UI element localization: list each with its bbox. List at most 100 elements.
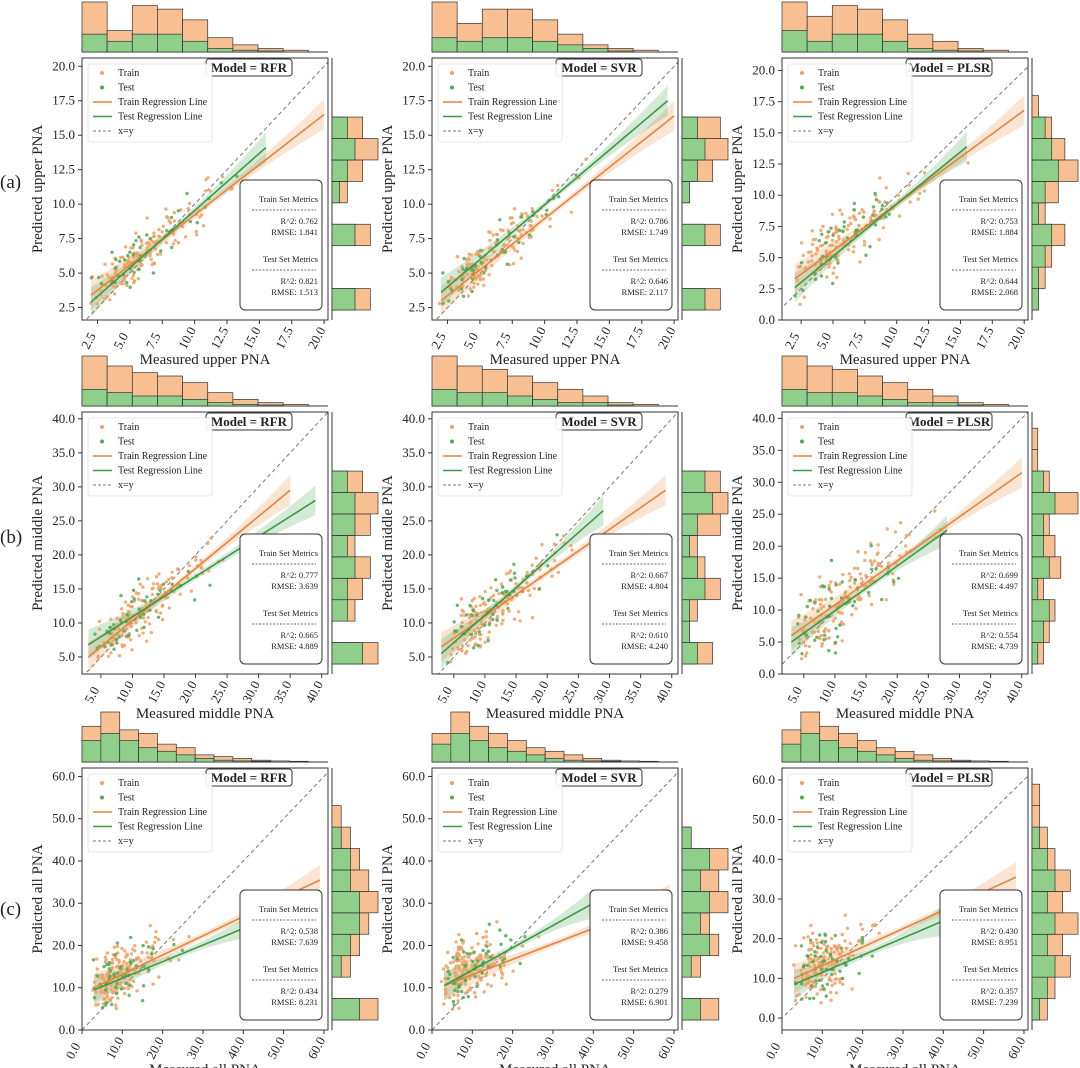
test-r2: R^2: 0.665 bbox=[280, 630, 318, 640]
train-point bbox=[519, 256, 523, 260]
train-point bbox=[479, 957, 483, 961]
train-point bbox=[819, 606, 823, 611]
train-point bbox=[146, 245, 150, 250]
test-point bbox=[110, 250, 114, 254]
y-tick-label: 5.0 bbox=[409, 265, 425, 280]
train-point bbox=[852, 581, 857, 585]
test-point bbox=[188, 219, 193, 224]
train-point bbox=[139, 238, 143, 242]
legend: Train Test Train Regression Line Test Regre… bbox=[87, 63, 213, 143]
train-point bbox=[804, 995, 808, 999]
train-point bbox=[448, 995, 452, 1000]
top-hist-test-bar bbox=[106, 392, 133, 407]
test-point bbox=[140, 999, 145, 1003]
top-hist-train-bar bbox=[989, 760, 1009, 763]
train-r2: R^2: 0.538 bbox=[280, 926, 318, 936]
train-point bbox=[810, 242, 815, 247]
train-point bbox=[966, 161, 970, 165]
train-point bbox=[499, 582, 504, 586]
test-point bbox=[830, 972, 834, 977]
train-point bbox=[824, 627, 828, 631]
train-point bbox=[472, 281, 476, 285]
legend-entry: Train Regression Line bbox=[118, 451, 208, 462]
top-hist-train-bar bbox=[282, 403, 309, 407]
train-point bbox=[830, 936, 834, 941]
train-point bbox=[833, 616, 837, 620]
train-point bbox=[171, 937, 176, 942]
panel-2-0: 0.0 10.0 20.0 30.0 40.0 50.0 60.00.010.020.030… bbox=[30, 711, 379, 1068]
train-point bbox=[500, 622, 504, 626]
train-point bbox=[803, 644, 808, 648]
train-point bbox=[462, 638, 467, 642]
test-point bbox=[460, 989, 464, 994]
train-point bbox=[520, 944, 525, 948]
train-point bbox=[125, 961, 129, 966]
top-hist-test-bar bbox=[207, 402, 234, 407]
right-hist-test-bar bbox=[681, 599, 691, 622]
train-point bbox=[194, 229, 198, 234]
top-hist-train-bar bbox=[620, 760, 640, 763]
top-hist-test-bar bbox=[831, 33, 858, 53]
train-point bbox=[830, 238, 835, 242]
top-hist-test-bar bbox=[507, 750, 527, 763]
train-point bbox=[876, 543, 880, 547]
train-point bbox=[814, 970, 818, 975]
train-point bbox=[808, 616, 813, 620]
train-point bbox=[841, 572, 845, 577]
test-point bbox=[149, 952, 154, 956]
top-histogram bbox=[81, 711, 328, 763]
y-tick-label: 40.0 bbox=[52, 411, 75, 426]
test-point bbox=[456, 989, 460, 994]
top-hist-test-bar bbox=[563, 759, 584, 763]
y-tick-label: 12.5 bbox=[402, 162, 425, 177]
train-point bbox=[804, 654, 808, 658]
plot-area bbox=[84, 412, 328, 674]
top-histogram bbox=[81, 1, 328, 53]
train-point bbox=[584, 157, 588, 161]
train-point bbox=[819, 988, 823, 992]
test-point bbox=[866, 590, 871, 595]
test-point bbox=[838, 228, 842, 233]
train-point bbox=[122, 991, 127, 996]
train-point bbox=[109, 983, 113, 987]
test-point bbox=[186, 569, 191, 574]
right-histogram bbox=[1031, 412, 1079, 674]
legend-box bbox=[437, 417, 563, 497]
test-point bbox=[172, 942, 176, 947]
train-point bbox=[115, 616, 119, 621]
test-point bbox=[117, 635, 121, 639]
train-point bbox=[123, 986, 127, 990]
test-point bbox=[500, 591, 505, 595]
train-point bbox=[528, 223, 532, 228]
train-point bbox=[818, 622, 822, 627]
y-tick-label: 0.0 bbox=[759, 1010, 775, 1025]
train-point bbox=[470, 963, 474, 967]
train-point bbox=[442, 1002, 446, 1006]
train-point bbox=[122, 960, 126, 964]
test-point bbox=[808, 996, 812, 1001]
train-point bbox=[831, 619, 835, 623]
train-point bbox=[115, 944, 120, 948]
train-point bbox=[851, 953, 855, 958]
top-hist-train-bar bbox=[632, 403, 659, 407]
test-point bbox=[453, 629, 457, 633]
y-tick-label: 20.0 bbox=[52, 58, 75, 73]
train-point bbox=[873, 922, 877, 927]
test-point bbox=[484, 266, 488, 270]
test-point bbox=[800, 652, 804, 656]
top-hist-test-bar bbox=[481, 37, 508, 53]
train-point bbox=[149, 630, 153, 635]
train-point bbox=[153, 940, 157, 944]
test-point bbox=[118, 259, 122, 263]
train-point bbox=[837, 237, 841, 241]
test-point bbox=[446, 280, 451, 284]
legend-marker bbox=[450, 85, 454, 90]
train-rmse: RMSE: 1.884 bbox=[971, 227, 1019, 237]
test-point bbox=[149, 599, 153, 603]
train-point bbox=[463, 982, 468, 986]
train-point bbox=[897, 214, 902, 218]
right-hist-test-bar bbox=[331, 492, 356, 515]
train-point bbox=[121, 644, 125, 649]
top-hist-test-bar bbox=[469, 740, 489, 763]
train-point bbox=[818, 636, 822, 641]
